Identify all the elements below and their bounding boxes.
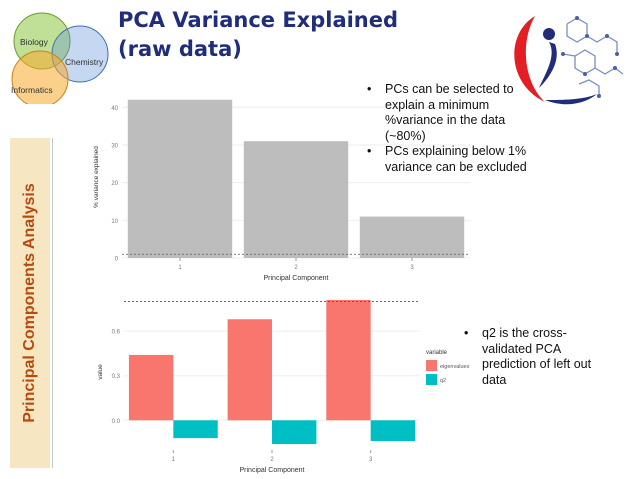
y-tick-label: 0.0 bbox=[112, 419, 121, 425]
x-tick-label: 3 bbox=[369, 457, 373, 463]
y-tick-label: 0.3 bbox=[112, 374, 121, 380]
legend-swatch-q2 bbox=[426, 374, 437, 385]
venn-circles bbox=[11, 12, 109, 108]
x-tick-label: 3 bbox=[410, 265, 414, 271]
title-line-2: (raw data) bbox=[118, 37, 242, 61]
y-axis-label: % variance explained bbox=[93, 146, 100, 208]
x-axis-label: Principal Component bbox=[240, 467, 305, 474]
sidebar-divider bbox=[52, 138, 53, 468]
venn-label-chemistry: Chemistry bbox=[65, 57, 104, 67]
bar-q2 bbox=[272, 420, 317, 445]
y-tick-label: 10 bbox=[111, 219, 118, 225]
bullets-bottom: q2 is the cross-validated PCA prediction… bbox=[462, 326, 592, 388]
molecule-logo-icon bbox=[505, 4, 633, 114]
y-tick-label: 40 bbox=[111, 106, 118, 112]
bar-q2 bbox=[370, 420, 416, 442]
y-tick-label: 30 bbox=[111, 143, 118, 149]
eigenvalues-q2-chart: 0.0 0.3 0.6 1 2 3 Principal Component value vari… bbox=[97, 294, 470, 474]
y-tick-label: 0.6 bbox=[112, 330, 121, 336]
x-tick-label: 2 bbox=[270, 457, 274, 463]
venn-label-informatics: Informatics bbox=[11, 85, 53, 95]
bar bbox=[127, 99, 233, 258]
bullet-item: q2 is the cross-validated PCA prediction… bbox=[462, 326, 592, 388]
bar-eigenvalues bbox=[227, 319, 272, 421]
bar-q2 bbox=[173, 420, 218, 439]
bar bbox=[359, 216, 465, 258]
x-tick-label: 1 bbox=[178, 265, 182, 271]
sidebar-label: Principal Components Analysis bbox=[21, 183, 38, 423]
legend-swatch-eigenvalues bbox=[426, 360, 437, 371]
venn-label-biology: Biology bbox=[20, 37, 48, 47]
bullet-item: PCs can be selected to explain a minimum… bbox=[365, 82, 535, 144]
sidebar-band: Principal Components Analysis bbox=[10, 138, 50, 468]
legend-label-eigenvalues: eigenvalues bbox=[440, 364, 470, 370]
legend-label-q2: q2 bbox=[440, 378, 446, 384]
venn-circle-informatics bbox=[11, 50, 69, 108]
y-tick-label: 20 bbox=[111, 181, 118, 187]
bar-eigenvalues bbox=[326, 299, 371, 421]
venn-diagram: Biology Chemistry Informatics bbox=[6, 8, 114, 108]
x-axis-label: Principal Component bbox=[264, 275, 329, 282]
y-tick-label: 0 bbox=[115, 257, 119, 263]
title-line-1: PCA Variance Explained bbox=[118, 8, 399, 32]
slide-title: PCA Variance Explained (raw data) bbox=[118, 6, 398, 64]
x-tick-label: 1 bbox=[172, 457, 176, 463]
bullets-top: PCs can be selected to explain a minimum… bbox=[365, 82, 535, 175]
bullet-item: PCs explaining below 1% variance can be … bbox=[365, 144, 535, 175]
y-axis-label: value bbox=[97, 364, 104, 380]
bar bbox=[243, 141, 349, 258]
x-tick-label: 2 bbox=[294, 265, 298, 271]
legend-title: variable bbox=[426, 350, 448, 356]
bar-eigenvalues bbox=[128, 354, 174, 421]
